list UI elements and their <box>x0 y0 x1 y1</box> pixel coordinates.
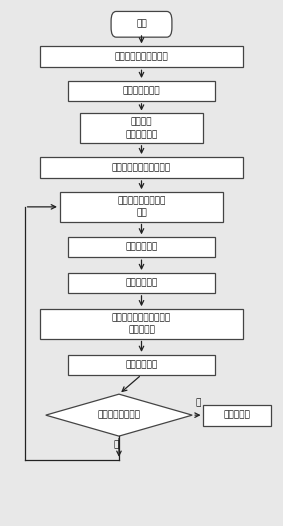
FancyBboxPatch shape <box>111 12 172 37</box>
Text: 计算所有蚂蚁爬行的应的
目标函数值: 计算所有蚂蚁爬行的应的 目标函数值 <box>112 313 171 335</box>
Text: 设置各节点的初始信息量: 设置各节点的初始信息量 <box>112 163 171 172</box>
FancyBboxPatch shape <box>40 309 243 339</box>
FancyBboxPatch shape <box>68 81 215 101</box>
Text: 输出最优值: 输出最优值 <box>224 411 251 420</box>
Text: 更新结点信息: 更新结点信息 <box>125 360 158 369</box>
FancyBboxPatch shape <box>60 192 223 221</box>
FancyBboxPatch shape <box>40 46 243 67</box>
Text: 蚂蚁开始爬行: 蚂蚁开始爬行 <box>125 243 158 252</box>
FancyBboxPatch shape <box>68 273 215 293</box>
FancyBboxPatch shape <box>68 237 215 257</box>
Text: 规定爬行时间与时间
结点: 规定爬行时间与时间 结点 <box>117 196 166 218</box>
Text: 确定初始
蚁群优化路径: 确定初始 蚁群优化路径 <box>125 117 158 139</box>
Text: 是否满足终止条件: 是否满足终止条件 <box>97 411 140 420</box>
Text: 确定爬行方向: 确定爬行方向 <box>125 278 158 287</box>
FancyBboxPatch shape <box>68 355 215 375</box>
FancyBboxPatch shape <box>80 114 203 143</box>
Text: 否: 否 <box>113 440 119 449</box>
Text: 开始: 开始 <box>136 20 147 29</box>
Text: 确定控制器结构及参数: 确定控制器结构及参数 <box>115 52 168 62</box>
FancyBboxPatch shape <box>40 157 243 178</box>
Text: 是: 是 <box>195 398 200 407</box>
Polygon shape <box>46 394 192 436</box>
FancyBboxPatch shape <box>203 404 271 426</box>
Text: 初始化蚁群空间: 初始化蚁群空间 <box>123 86 160 95</box>
